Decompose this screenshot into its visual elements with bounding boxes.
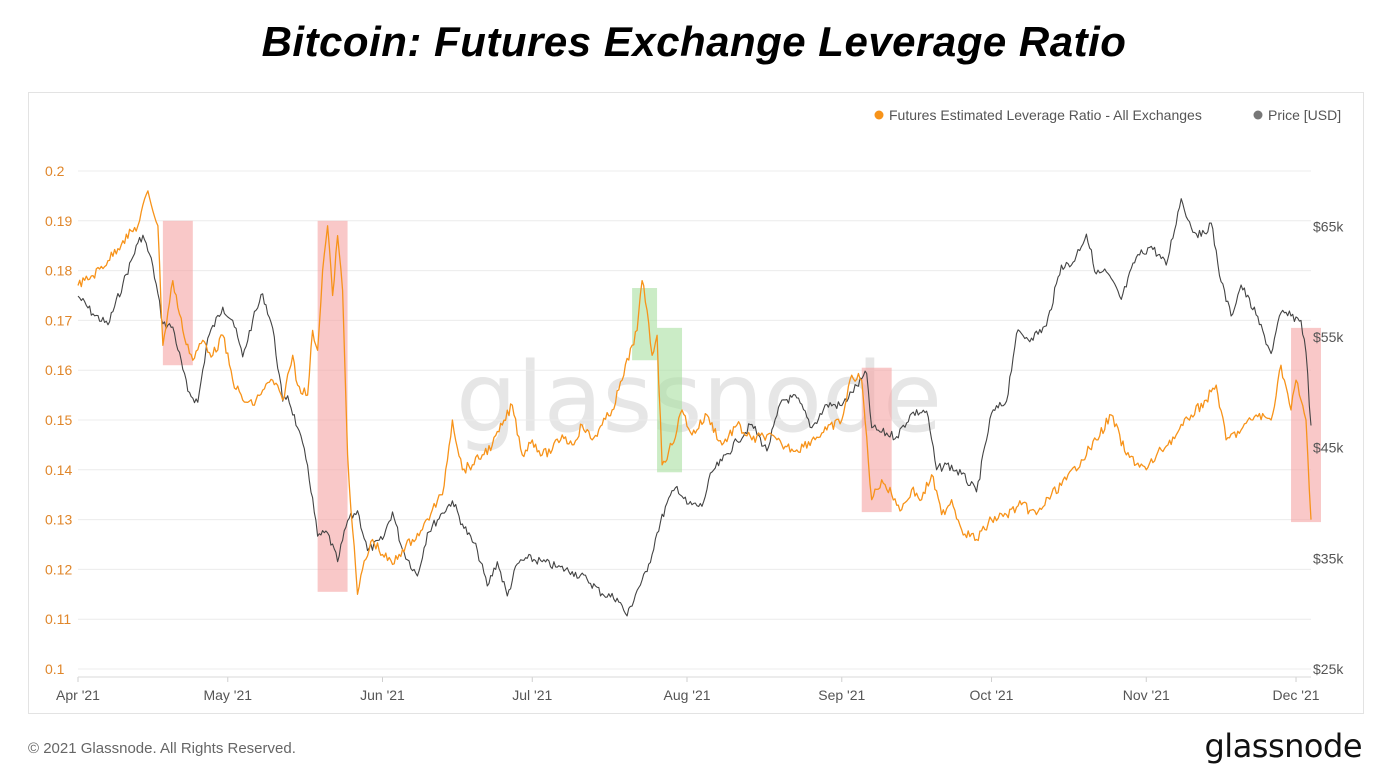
right-tick-label: $45k	[1313, 440, 1344, 456]
right-tick-label: $35k	[1313, 550, 1344, 566]
x-tick-label: Jul '21	[512, 687, 552, 703]
page-title: Bitcoin: Futures Exchange Leverage Ratio	[261, 18, 1127, 65]
watermark: glassnode	[456, 342, 942, 454]
copyright-text: © 2021 Glassnode. All Rights Reserved.	[28, 740, 296, 757]
x-tick-label: Aug '21	[663, 687, 710, 703]
legend-price-swatch	[1253, 110, 1263, 120]
x-tick-label: Sep '21	[818, 687, 865, 703]
series-lines	[77, 190, 1312, 617]
left-tick-label: 0.14	[45, 462, 72, 478]
x-tick-label: Nov '21	[1123, 687, 1170, 703]
right-tick-label: $55k	[1313, 329, 1344, 345]
chart-svg: glassnode 0.10.110.120.130.140.150.160.1…	[45, 107, 1344, 703]
legend-price-label: Price [USD]	[1268, 107, 1341, 123]
left-tick-label: 0.15	[45, 412, 72, 428]
legend-leverage-label: Futures Estimated Leverage Ratio - All E…	[889, 107, 1202, 123]
right-tick-label: $65k	[1313, 218, 1344, 234]
left-tick-label: 0.2	[45, 163, 65, 179]
legend: Futures Estimated Leverage Ratio - All E…	[874, 107, 1341, 123]
left-tick-label: 0.17	[45, 312, 72, 328]
right-axis: $25k $35k $45k $55k $65k	[1313, 218, 1344, 677]
left-tick-label: 0.1	[45, 661, 65, 677]
brand-logo: glassnode	[1204, 727, 1362, 765]
leverage-series-line	[77, 190, 1312, 595]
x-tick-label: Jun '21	[360, 687, 405, 703]
right-tick-label: $25k	[1313, 661, 1344, 677]
x-tick-label: Oct '21	[970, 687, 1014, 703]
red-highlight-zone	[162, 220, 193, 366]
left-tick-label: 0.16	[45, 362, 72, 378]
x-tick-label: Dec '21	[1273, 687, 1320, 703]
chart-panel: glassnode 0.1 0.11 0.12 0.13 0.14 0.15 0.16 0.1…	[28, 92, 1364, 714]
left-axis: 0.1 0.11 0.12 0.13 0.14 0.15 0.16 0.17 0.18 0.19 0…	[45, 163, 72, 677]
green-highlight-zone	[657, 327, 683, 473]
left-tick-label: 0.19	[45, 213, 72, 229]
x-tick-label: May '21	[203, 687, 252, 703]
left-tick-label: 0.13	[45, 512, 72, 528]
left-tick-label: 0.11	[45, 611, 71, 627]
left-tick-label: 0.18	[45, 263, 72, 279]
left-tick-label: 0.12	[45, 561, 72, 577]
grid-lines	[78, 170, 1311, 670]
x-tick-label: Apr '21	[56, 687, 100, 703]
legend-leverage-swatch	[874, 110, 884, 120]
x-axis: Apr '21 May '21 Jun '21 Jul '21 Aug '21 Sep '…	[56, 677, 1320, 703]
